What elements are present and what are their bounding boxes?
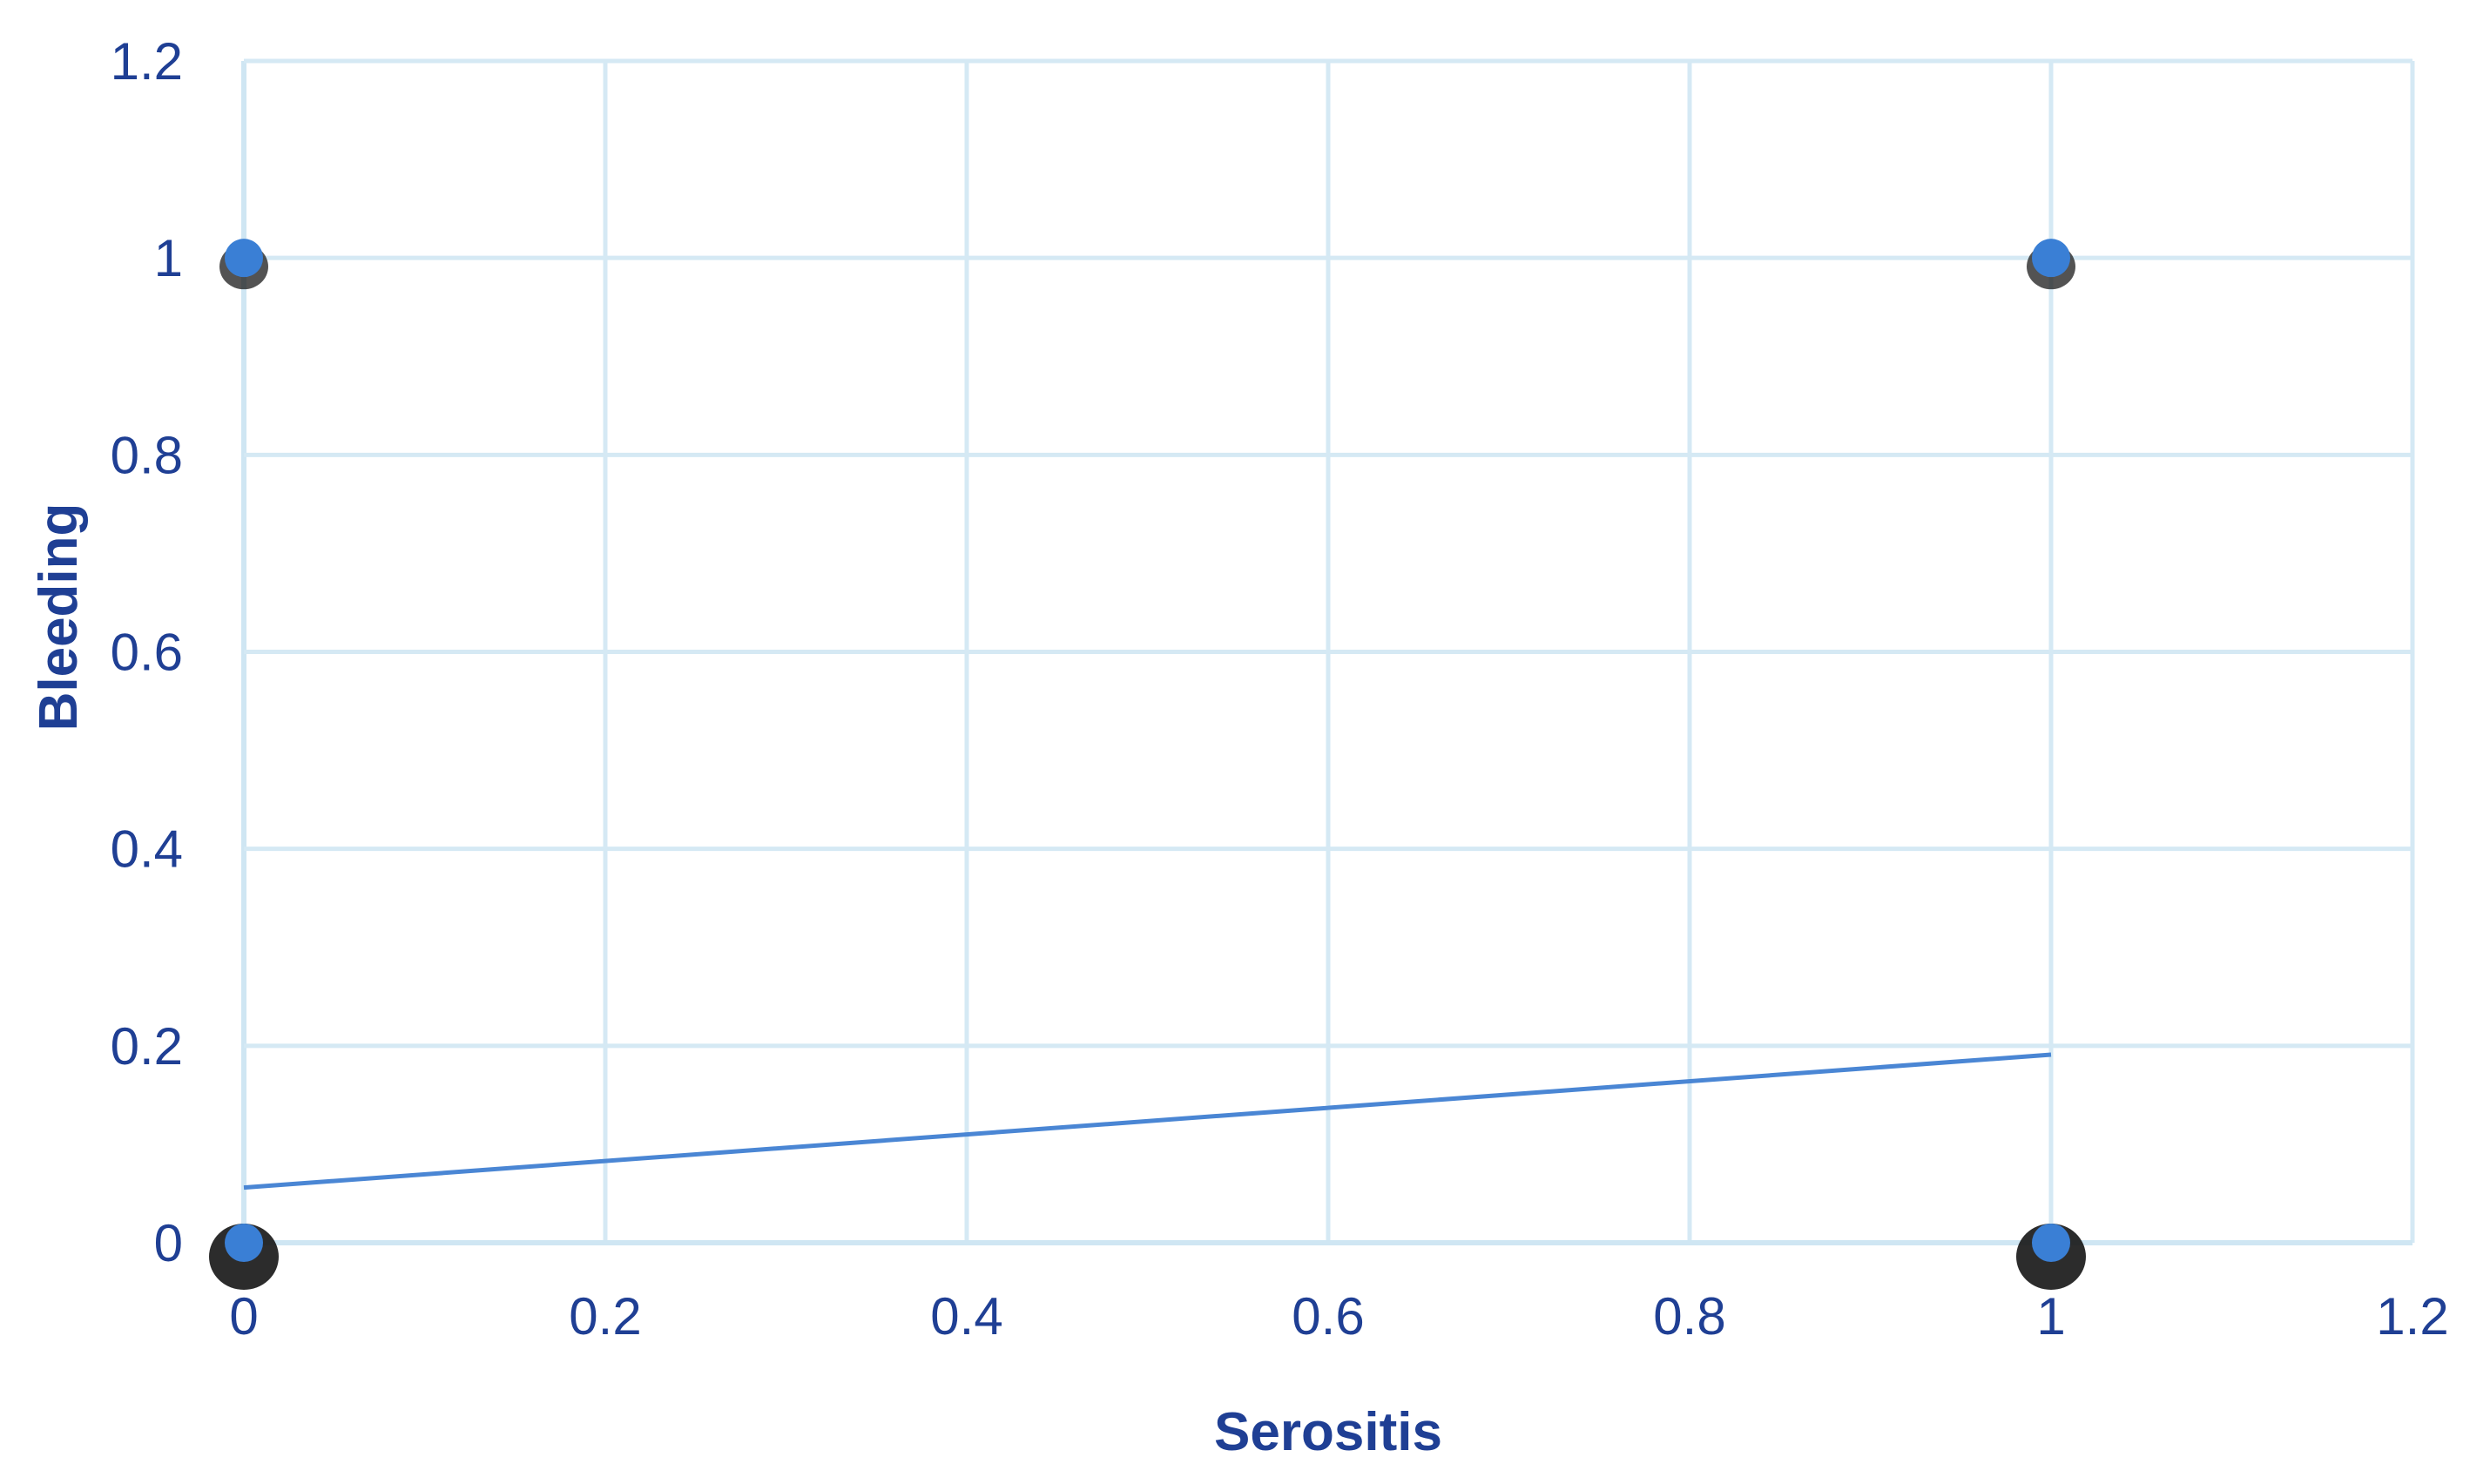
x-tick-label: 0 [229,1287,258,1346]
y-tick-label: 0.4 [111,820,183,879]
x-tick-label: 0.4 [930,1287,1002,1346]
x-tick-label: 1 [2036,1287,2065,1346]
y-tick-label: 0 [154,1214,183,1272]
x-tick-label: 1.2 [2376,1287,2448,1346]
data-point [225,1224,263,1262]
data-point [2032,239,2070,278]
data-point [2032,1224,2070,1262]
y-tick-label: 0.2 [111,1017,183,1076]
y-tick-label: 1.2 [111,32,183,91]
y-tick-label: 0.8 [111,426,183,484]
y-axis-title: Bleeding [29,503,89,732]
x-tick-label: 0.2 [569,1287,641,1346]
y-axis-ticks: 0 0.2 0.4 0.6 0.8 1 1.2 [111,32,183,1272]
x-tick-label: 0.8 [1653,1287,1725,1346]
y-tick-label: 0.6 [111,624,183,682]
x-axis-ticks: 0 0.2 0.4 0.6 0.8 1 1.2 [229,1287,2448,1346]
x-axis-title: Serositis [1214,1402,1442,1462]
data-points [209,239,2086,1290]
trendline-layer [243,1052,2052,1191]
trendline [243,1052,2052,1191]
x-tick-label: 0.6 [1292,1287,1364,1346]
grid [241,58,2415,1245]
data-point [225,239,263,278]
y-tick-label: 1 [154,229,183,287]
